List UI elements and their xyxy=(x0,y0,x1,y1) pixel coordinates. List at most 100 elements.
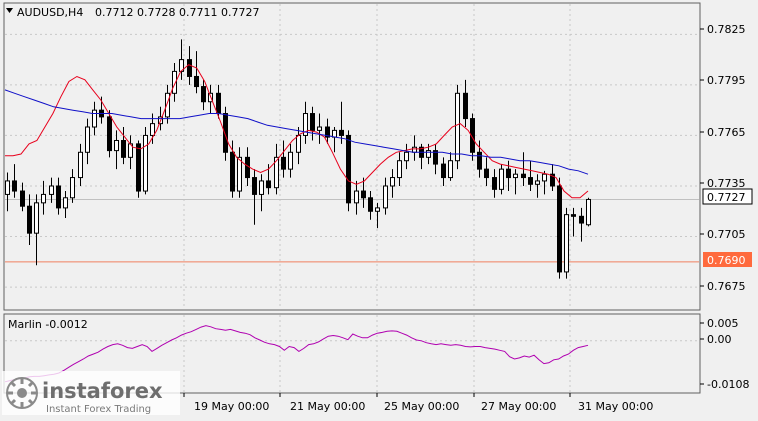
candle-body xyxy=(426,150,431,158)
candle-body xyxy=(245,156,250,179)
time-axis[interactable]: 19 May 00:00 21 May 00:00 25 May 00:00 2… xyxy=(183,393,653,413)
candle-body xyxy=(499,168,504,190)
candle-body xyxy=(571,214,576,217)
candle-body xyxy=(535,180,540,185)
candle-body xyxy=(317,126,322,131)
candle-body xyxy=(56,185,61,209)
candle-body xyxy=(484,168,489,179)
candle-body xyxy=(12,180,17,192)
current-price-label: 0.7727 xyxy=(707,191,746,204)
price-tick-label: 0.7825 xyxy=(707,23,746,36)
chart-symbol-timeframe: AUDUSD,H4 xyxy=(17,6,83,19)
moving-averages xyxy=(4,64,589,199)
candle-body xyxy=(404,151,409,162)
candle-body xyxy=(397,160,402,179)
candle-body xyxy=(5,180,10,195)
candle-body xyxy=(216,92,221,115)
candle-body xyxy=(390,177,395,187)
grid-lines xyxy=(5,4,699,392)
candle-body xyxy=(513,173,518,179)
candle-body xyxy=(237,156,242,192)
candle-body xyxy=(470,118,475,153)
dropdown-triangle-icon[interactable] xyxy=(6,8,13,13)
candle-body xyxy=(78,151,83,179)
candle-body xyxy=(310,113,315,131)
indicator-label: Marlin -0.0012 xyxy=(8,318,88,331)
candle-body xyxy=(586,198,591,226)
candle-body xyxy=(506,168,511,179)
candle-body xyxy=(107,116,112,152)
candle-body xyxy=(34,202,39,234)
horizontal-lines xyxy=(5,198,699,263)
price-tick-label: 0.7705 xyxy=(707,228,746,241)
candle-body xyxy=(303,113,308,136)
chart-header: AUDUSD,H4 0.7712 0.7728 0.7711 0.7727 xyxy=(6,6,259,19)
candle-body xyxy=(259,180,264,195)
candle-body xyxy=(579,215,584,224)
indicator-axis[interactable]: 0.005 0.00 -0.0108 xyxy=(700,317,749,391)
price-panel[interactable] xyxy=(3,2,701,311)
time-tick-label: 31 May 00:00 xyxy=(578,400,653,413)
candle-body xyxy=(92,109,97,128)
candle-body xyxy=(49,185,54,195)
price-tick-label: 0.7795 xyxy=(707,74,746,87)
indicator-tick-label: -0.0108 xyxy=(707,378,749,391)
candle-body xyxy=(477,151,482,170)
support-price-label: 0.7690 xyxy=(707,254,746,267)
slow-ma-line xyxy=(4,89,589,175)
marlin-oscillator-line xyxy=(4,325,589,383)
candle-body xyxy=(441,163,446,179)
candle-body xyxy=(564,214,569,273)
candle-body xyxy=(252,177,257,195)
candle-body xyxy=(325,126,330,138)
candle-body xyxy=(354,190,359,204)
watermark-tagline: Instant Forex Trading xyxy=(46,404,151,415)
watermark-brand: instaforex xyxy=(42,379,163,403)
candle-body xyxy=(550,173,555,187)
candle-body xyxy=(70,177,75,199)
time-tick-label: 19 May 00:00 xyxy=(194,400,269,413)
candle-body xyxy=(266,180,271,189)
candle-body xyxy=(194,75,199,88)
candle-body xyxy=(27,205,32,234)
candle-body xyxy=(223,113,228,153)
candle-body xyxy=(368,197,373,212)
candle-body xyxy=(85,126,90,153)
candle-body xyxy=(361,190,366,199)
support-price-tag xyxy=(703,252,752,267)
candle-body xyxy=(172,70,177,94)
price-tick-label: 0.7765 xyxy=(707,126,746,139)
candle-body xyxy=(179,59,184,72)
candle-body xyxy=(346,134,351,204)
candle-body xyxy=(557,185,562,273)
candle-body xyxy=(448,160,453,179)
candle-body xyxy=(274,156,279,189)
candle-body xyxy=(332,129,337,138)
candle-body xyxy=(41,193,46,204)
candle-body xyxy=(201,86,206,103)
indicator-tick-label: 0.005 xyxy=(707,317,739,330)
candle-body xyxy=(230,151,235,192)
candle-body xyxy=(288,151,293,170)
candle-body xyxy=(528,177,533,185)
candle-body xyxy=(433,150,438,165)
candle-body xyxy=(375,207,380,212)
candle-body xyxy=(165,92,170,118)
price-tick-label: 0.7675 xyxy=(707,280,746,293)
candle-body xyxy=(150,123,155,136)
candle-body xyxy=(121,139,126,158)
time-tick-label: 25 May 00:00 xyxy=(384,400,459,413)
candle-body xyxy=(521,173,526,179)
candle-body xyxy=(281,156,286,170)
price-axis[interactable]: 0.7825 0.7795 0.7765 0.7735 0.7705 0.767… xyxy=(700,23,753,293)
instaforex-watermark: instaforex Instant Forex Trading xyxy=(2,371,180,415)
candle-body xyxy=(20,190,25,207)
candle-body xyxy=(296,134,301,153)
candle-body xyxy=(542,173,547,182)
candles xyxy=(5,39,591,279)
chart-ohlc-values: 0.7712 0.7728 0.7711 0.7727 xyxy=(95,6,259,19)
candle-body xyxy=(463,92,468,120)
candle-body xyxy=(187,59,192,77)
